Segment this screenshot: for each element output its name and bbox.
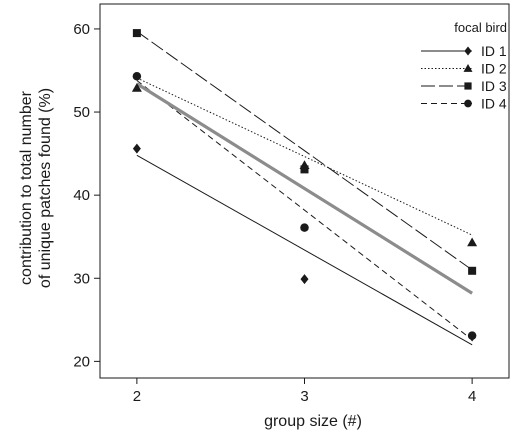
data-point-series-1 [132,143,141,154]
legend-marker-1 [464,46,472,56]
data-point-series-3 [132,29,141,38]
y-tick-label: 30 [73,270,90,287]
legend-label-4: ID 4 [481,96,507,112]
plot-frame [99,3,510,379]
fit-line-series-2 [136,77,473,236]
series-markers [131,29,478,342]
x-axis-label: group size (#) [264,413,362,430]
legend-marker-3 [464,82,472,90]
data-point-series-3 [300,165,309,174]
data-point-series-4 [132,72,142,81]
fit-line-series-3 [136,31,473,271]
x-tick-label: 3 [300,388,308,405]
legend: focal bird ID 1 ID 2ID 3 ID 4 [421,20,507,112]
y-tick-label: 50 [73,104,90,121]
y-tick-label: 40 [73,187,90,204]
y-tick-label: 20 [73,353,90,370]
legend-label-3: ID 3 [481,78,507,94]
y-axis: 20 30 40 50 60 [73,21,100,370]
legend-label-2: ID 2 [481,61,507,77]
legend-label-1: ID 1 [481,43,507,59]
data-point-series-3 [468,266,477,275]
y-axis-label-line-1: contribution to total number [18,90,35,285]
legend-title: focal bird [454,20,507,35]
data-point-series-1 [300,274,309,285]
data-point-series-4 [300,223,309,232]
legend-marker-2 [463,64,473,72]
overall-fit-line [136,82,473,295]
fit-line-series-1 [136,154,473,346]
y-tick-label: 60 [73,21,90,38]
x-tick-label: 4 [468,388,476,405]
x-tick-label: 2 [133,388,141,405]
series-fit-lines [136,31,473,346]
fit-line-series-4 [136,80,473,341]
legend-marker-4 [464,99,472,108]
y-axis-label-line-2: of unique patches found (%) [37,88,54,288]
x-axis: 2 3 4 [133,378,476,405]
data-point-series-2 [467,237,478,247]
data-point-series-2 [131,82,142,92]
overall-fit-line-path [136,82,473,295]
data-point-series-4 [467,331,477,340]
